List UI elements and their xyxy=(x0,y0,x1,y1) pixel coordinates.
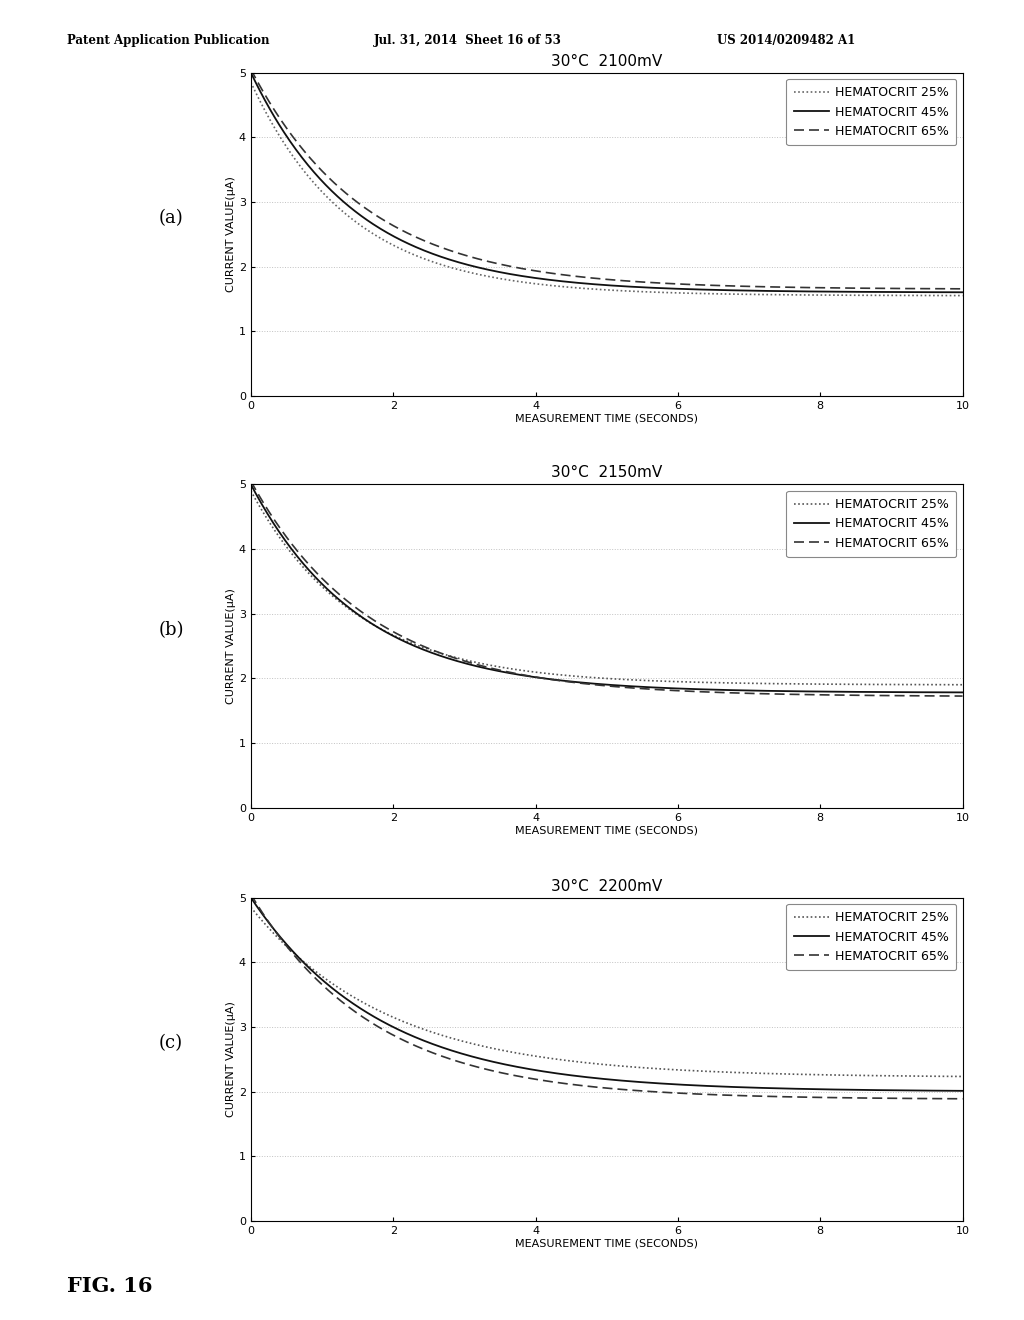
Title: 30°C  2150mV: 30°C 2150mV xyxy=(551,466,663,480)
X-axis label: MEASUREMENT TIME (SECONDS): MEASUREMENT TIME (SECONDS) xyxy=(515,413,698,424)
Title: 30°C  2100mV: 30°C 2100mV xyxy=(551,54,663,69)
Y-axis label: CURRENT VALUE(μA): CURRENT VALUE(μA) xyxy=(226,589,237,704)
Text: (b): (b) xyxy=(159,620,184,639)
Text: FIG. 16: FIG. 16 xyxy=(67,1276,152,1296)
Text: Jul. 31, 2014  Sheet 16 of 53: Jul. 31, 2014 Sheet 16 of 53 xyxy=(374,34,561,48)
Title: 30°C  2200mV: 30°C 2200mV xyxy=(551,879,663,894)
Legend: HEMATOCRIT 25%, HEMATOCRIT 45%, HEMATOCRIT 65%: HEMATOCRIT 25%, HEMATOCRIT 45%, HEMATOCR… xyxy=(786,904,956,970)
X-axis label: MEASUREMENT TIME (SECONDS): MEASUREMENT TIME (SECONDS) xyxy=(515,825,698,836)
Y-axis label: CURRENT VALUE(μA): CURRENT VALUE(μA) xyxy=(226,177,237,292)
Text: (c): (c) xyxy=(159,1034,183,1052)
X-axis label: MEASUREMENT TIME (SECONDS): MEASUREMENT TIME (SECONDS) xyxy=(515,1238,698,1249)
Text: (a): (a) xyxy=(159,209,183,227)
Text: Patent Application Publication: Patent Application Publication xyxy=(67,34,269,48)
Text: US 2014/0209482 A1: US 2014/0209482 A1 xyxy=(717,34,855,48)
Legend: HEMATOCRIT 25%, HEMATOCRIT 45%, HEMATOCRIT 65%: HEMATOCRIT 25%, HEMATOCRIT 45%, HEMATOCR… xyxy=(786,79,956,145)
Legend: HEMATOCRIT 25%, HEMATOCRIT 45%, HEMATOCRIT 65%: HEMATOCRIT 25%, HEMATOCRIT 45%, HEMATOCR… xyxy=(786,491,956,557)
Y-axis label: CURRENT VALUE(μA): CURRENT VALUE(μA) xyxy=(226,1002,237,1117)
